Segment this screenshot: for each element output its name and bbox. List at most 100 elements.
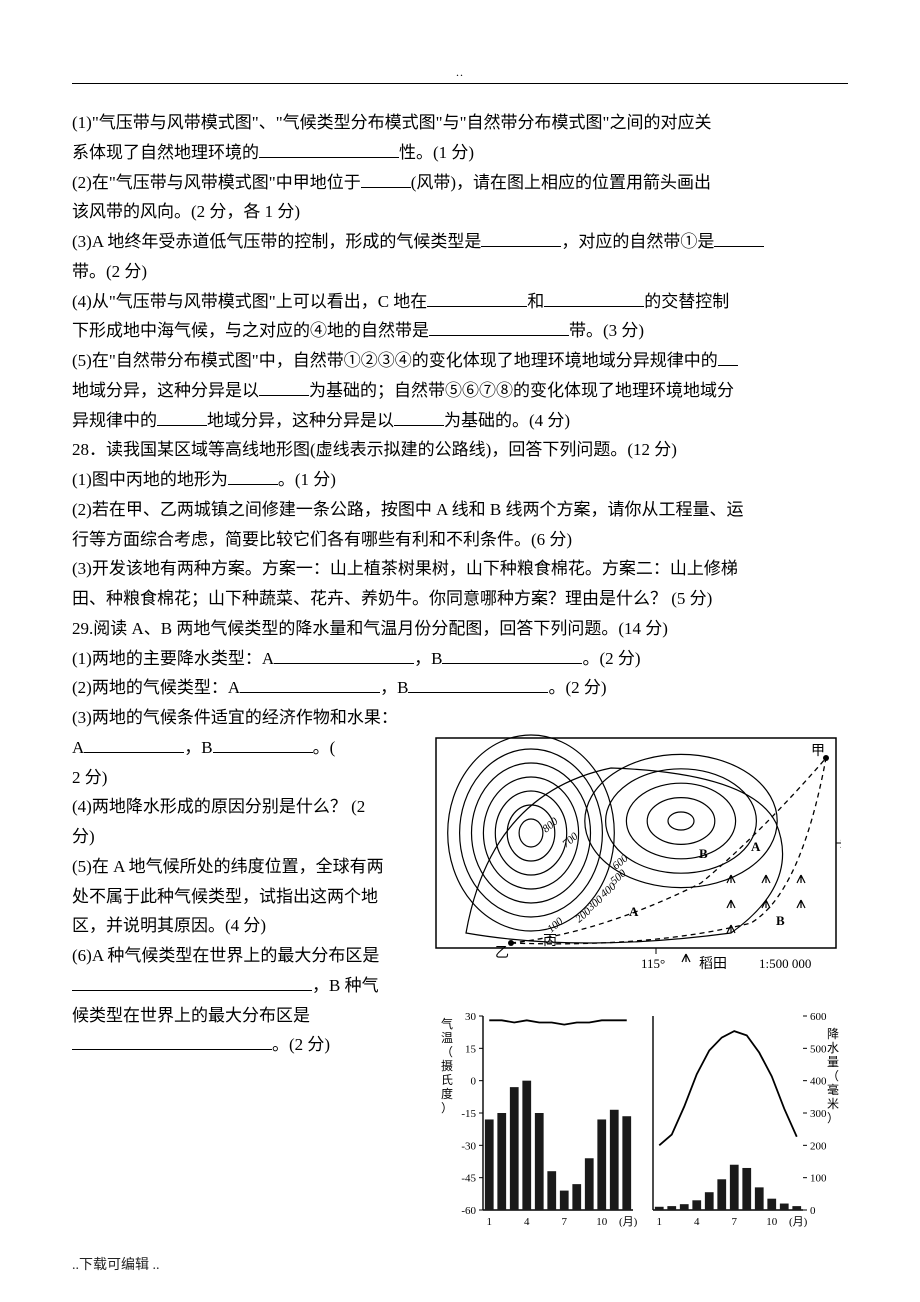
- svg-text:115°: 115°: [641, 956, 665, 971]
- svg-text:摄: 摄: [441, 1058, 453, 1073]
- svg-text:-60: -60: [461, 1205, 476, 1217]
- q4-line1: (4)从"气压带与风带模式图"上可以看出，C 地在和的交替控制: [72, 287, 848, 317]
- right-column: 100200300400500600700800AABB甲乙丙28°115°稻田…: [424, 733, 848, 1243]
- blank: [259, 141, 399, 158]
- q29-s2: (2)两地的气候类型：A，B。(2 分): [72, 673, 848, 703]
- blank: [213, 736, 313, 753]
- q3-line1: (3)A 地终年受赤道低气压带的控制，形成的气候类型是，对应的自然带①是: [72, 227, 848, 257]
- contour-map: 100200300400500600700800AABB甲乙丙28°115°稻田…: [431, 733, 841, 988]
- svg-text:0: 0: [810, 1205, 816, 1217]
- q29-s5-line2: 处不属于此种气候类型，试指出这两个地: [72, 882, 412, 912]
- svg-text:-15: -15: [461, 1108, 476, 1120]
- svg-text:稻田: 稻田: [699, 956, 727, 972]
- blank: [228, 468, 278, 485]
- svg-text:（: （: [441, 1045, 453, 1059]
- blank: [394, 409, 444, 426]
- svg-text:300: 300: [810, 1108, 827, 1120]
- left-column: A，B。( 2 分) (4)两地降水形成的原因分别是什么？ (2 分) (5)在…: [72, 733, 412, 1243]
- svg-text:10: 10: [766, 1216, 778, 1228]
- q29-s6-line1: (6)A 种气候类型在世界上的最大分布区是: [72, 941, 412, 971]
- svg-text:（: （: [827, 1069, 839, 1083]
- q1-line2: 系体现了自然地理环境的性。(1 分): [72, 138, 848, 168]
- svg-text:量: 量: [827, 1055, 839, 1069]
- svg-text:4: 4: [524, 1216, 530, 1228]
- svg-text:1: 1: [487, 1216, 493, 1228]
- blank: [408, 676, 548, 693]
- blank: [274, 647, 414, 664]
- q29-s6-line2: ，B 种气: [72, 971, 412, 1001]
- blank: [714, 230, 764, 247]
- q29-s3-label: (3)两地的气候条件适宜的经济作物和水果：: [72, 703, 848, 733]
- svg-text:氏: 氏: [441, 1073, 453, 1087]
- q28-s1: (1)图中丙地的地形为。(1 分): [72, 465, 848, 495]
- svg-text:200: 200: [810, 1140, 827, 1152]
- svg-text:4: 4: [694, 1216, 700, 1228]
- q4-line2: 下形成地中海气候，与之对应的④地的自然带是带。(3 分): [72, 316, 848, 346]
- svg-text:500: 500: [810, 1043, 827, 1055]
- q29-s3: A，B。(: [72, 733, 412, 763]
- svg-text:28°: 28°: [840, 836, 841, 851]
- svg-text:米: 米: [827, 1097, 839, 1111]
- header-dots: ..: [456, 62, 464, 83]
- q29-title: 29.阅读 A、B 两地气候类型的降水量和气温月份分配图，回答下列问题。(14 …: [72, 614, 848, 644]
- svg-text:400: 400: [810, 1075, 827, 1087]
- q2-line1: (2)在"气压带与风带模式图"中甲地位于(风带)，请在图上相应的位置用箭头画出: [72, 168, 848, 198]
- q28-s2-line1: (2)若在甲、乙两城镇之间修建一条公路，按图中 A 线和 B 线两个方案，请你从…: [72, 495, 848, 525]
- q29-s4-line1: (4)两地降水形成的原因分别是什么？ (2: [72, 792, 412, 822]
- q28-s3-line2: 田、种粮食棉花；山下种蔬菜、花卉、养奶牛。你同意哪种方案？理由是什么？ (5 分…: [72, 584, 848, 614]
- svg-text:-30: -30: [461, 1140, 476, 1152]
- svg-text:7: 7: [562, 1216, 568, 1228]
- blank: [72, 1033, 272, 1050]
- blank: [442, 647, 582, 664]
- blank: [259, 379, 309, 396]
- svg-text:A: A: [751, 839, 761, 854]
- q5-line1: (5)在"自然带分布模式图"中，自然带①②③④的变化体现了地理环境地域分异规律中…: [72, 346, 848, 376]
- q2-line2: 该风带的风向。(2 分，各 1 分): [72, 197, 848, 227]
- svg-text:毫: 毫: [827, 1082, 839, 1097]
- svg-text:10: 10: [596, 1216, 608, 1228]
- svg-text:15: 15: [465, 1043, 477, 1055]
- svg-text:乙: 乙: [495, 945, 509, 961]
- svg-text:）: ）: [827, 1111, 839, 1125]
- blank: [481, 230, 561, 247]
- blank: [84, 736, 184, 753]
- q28-s2-line2: 行等方面综合考虑，简要比较它们各有哪些有利和不利条件。(6 分): [72, 525, 848, 555]
- q5-line3: 异规律中的地域分异，这种分异是以为基础的。(4 分): [72, 406, 848, 436]
- q1-line1: (1)"气压带与风带模式图"、"气候类型分布模式图"与"自然带分布模式图"之间的…: [72, 108, 848, 138]
- svg-text:甲: 甲: [811, 744, 825, 759]
- svg-text:丙: 丙: [543, 934, 557, 949]
- blank: [429, 319, 569, 336]
- two-column-section: A，B。( 2 分) (4)两地降水形成的原因分别是什么？ (2 分) (5)在…: [72, 733, 848, 1243]
- svg-text:1:500 000: 1:500 000: [759, 956, 811, 971]
- q3-line2: 带。(2 分): [72, 257, 848, 287]
- svg-text:30: 30: [465, 1011, 477, 1023]
- svg-text:水: 水: [827, 1041, 839, 1055]
- q29-s5-line1: (5)在 A 地气候所处的纬度位置，全球有两: [72, 852, 412, 882]
- svg-text:）: ）: [441, 1101, 453, 1115]
- svg-text:度: 度: [441, 1086, 453, 1101]
- svg-text:7: 7: [732, 1216, 738, 1228]
- q29-s1: (1)两地的主要降水类型：A，B。(2 分): [72, 644, 848, 674]
- q29-s4-line2: 分): [72, 822, 412, 852]
- climate-chart: 气温（摄氏度）降水量（毫米）30150-15-30-45-60600500400…: [431, 998, 841, 1243]
- blank: [361, 171, 411, 188]
- svg-text:100: 100: [810, 1172, 827, 1184]
- q28-s3-line1: (3)开发该地有两种方案。方案一：山上植茶树果树，山下种粮食棉花。方案二：山上修…: [72, 554, 848, 584]
- svg-text:-45: -45: [461, 1172, 476, 1184]
- svg-text:A: A: [629, 904, 639, 919]
- blank: [157, 409, 207, 426]
- svg-text:温: 温: [441, 1031, 453, 1045]
- document-body: (1)"气压带与风带模式图"、"气候类型分布模式图"与"自然带分布模式图"之间的…: [72, 108, 848, 1243]
- svg-text:B: B: [699, 846, 708, 861]
- blank: [544, 290, 644, 307]
- svg-text:降: 降: [827, 1027, 839, 1041]
- footer-text: ..下载可编辑 ..: [72, 1254, 160, 1279]
- blank: [718, 349, 738, 366]
- q29-s5-line3: 区，并说明其原因。(4 分): [72, 911, 412, 941]
- q29-s6-line3: 候类型在世界上的最大分布区是: [72, 1001, 412, 1031]
- svg-text:(月): (月): [619, 1216, 638, 1228]
- svg-text:0: 0: [471, 1075, 477, 1087]
- q5-line2: 地域分异，这种分异是以为基础的；自然带⑤⑥⑦⑧的变化体现了地理环境地域分: [72, 376, 848, 406]
- svg-text:1: 1: [657, 1216, 663, 1228]
- header-rule: ..: [72, 60, 848, 84]
